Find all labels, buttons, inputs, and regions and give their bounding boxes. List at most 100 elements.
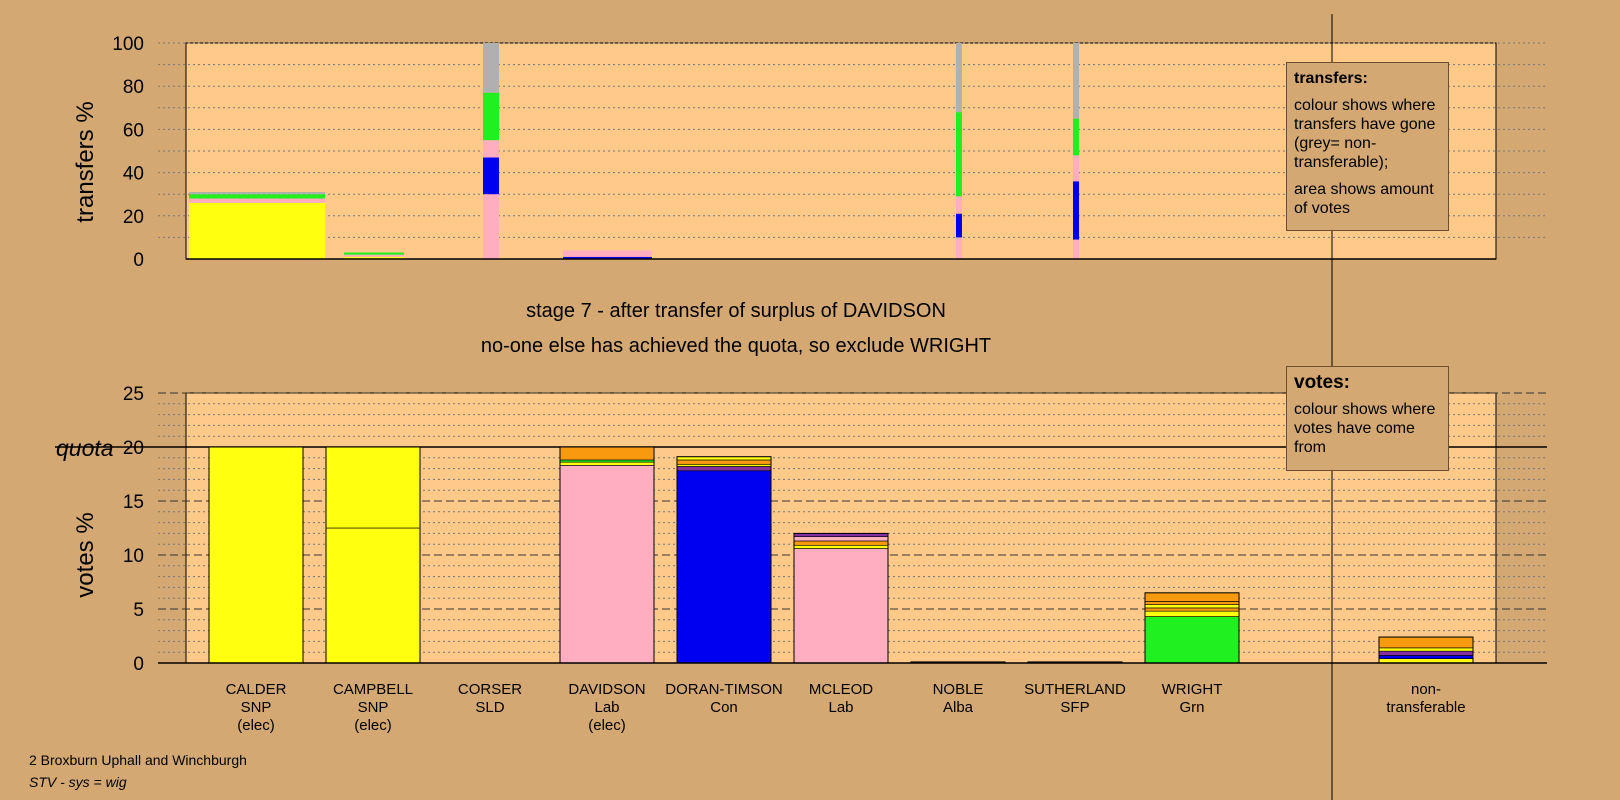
candidate-name: CORSER <box>457 681 523 698</box>
candidate-name: NOBLE <box>932 681 984 698</box>
votes-bar-segment <box>676 459 772 465</box>
transfers-axis-title: transfers % <box>72 101 99 222</box>
votes-bar-segment <box>793 548 889 664</box>
transfers-bar-segment <box>344 254 404 257</box>
stage-title: stage 7 - after transfer of surplus of D… <box>526 300 946 322</box>
votes-bar-segment <box>1378 636 1474 649</box>
votes-bar-segment <box>793 540 889 546</box>
candidate-label: CALDER SNP (elec) <box>186 681 326 735</box>
votes-bar-segment <box>325 527 421 664</box>
candidate-label: MCLEOD Lab <box>771 681 911 717</box>
transfers-tick-label: 40 <box>123 164 144 185</box>
transfers-tick-label: 20 <box>123 207 144 228</box>
votes-bar-segment <box>1378 647 1474 652</box>
votes-bar-segment <box>559 446 655 461</box>
candidate-label: WRIGHT Grn <box>1122 681 1262 717</box>
system-label: STV - sys = wig <box>29 774 127 790</box>
votes-bar-segment <box>208 446 304 664</box>
candidate-party: Lab <box>594 699 620 716</box>
transfers-bar-segment <box>563 256 652 259</box>
transfers-bar-segment <box>344 256 404 259</box>
votes-legend-title: votes: <box>1294 372 1350 393</box>
votes-legend: votes: colour shows where votes have com… <box>1286 366 1449 471</box>
candidate-label: CAMPBELL SNP (elec) <box>303 681 443 735</box>
stage-subtitle: no-one else has achieved the quota, so e… <box>480 335 992 357</box>
votes-bar-segment <box>559 459 655 463</box>
votes-tick-label: 10 <box>123 546 144 567</box>
candidate-label: CORSER SLD <box>420 681 560 717</box>
candidate-name: DAVIDSON <box>568 681 646 698</box>
votes-bar-segment <box>1144 610 1240 617</box>
transfers-bar-segment <box>344 252 404 255</box>
candidate-name: CALDER <box>225 681 287 698</box>
candidate-label: DAVIDSON Lab (elec) <box>537 681 677 735</box>
candidate-label: SUTHERLAND SFP <box>1005 681 1145 717</box>
votes-tick-label: 5 <box>133 600 144 621</box>
candidate-status: (elec) <box>588 717 626 734</box>
votes-bar-segment <box>676 463 772 467</box>
candidate-name: SUTHERLAND <box>1024 681 1126 698</box>
transfers-tick-label: 100 <box>112 34 144 55</box>
votes-bar-segment <box>1144 616 1240 664</box>
transfers-bar-segment <box>189 202 325 259</box>
transfers-bar-segment <box>956 237 962 259</box>
candidate-name: DORAN-TIMSON <box>665 681 783 698</box>
votes-bar-segment <box>793 536 889 542</box>
votes-bar-segment <box>1144 601 1240 605</box>
votes-tick-label: 15 <box>123 492 144 513</box>
votes-bar-segment <box>1144 604 1240 609</box>
transfers-bar-segment <box>189 194 325 199</box>
candidate-label: DORAN-TIMSON Con <box>654 681 794 717</box>
votes-bar-segment <box>325 446 421 529</box>
transfers-bar-segment <box>483 43 499 93</box>
transfers-bar-segment <box>483 140 499 158</box>
votes-bar-segment <box>559 465 655 664</box>
votes-bar-segment <box>1378 650 1474 656</box>
votes-bar-segment <box>1144 607 1240 612</box>
transfers-bar-segment <box>956 196 962 214</box>
candidate-label: NOBLE Alba <box>888 681 1028 717</box>
votes-bar-segment <box>676 470 772 664</box>
candidate-party: SNP <box>357 699 389 716</box>
votes-bar-segment <box>1378 655 1474 659</box>
ward-name: 2 Broxburn Uphall and Winchburgh <box>29 752 247 768</box>
transfers-bar-segment <box>956 213 962 238</box>
candidate-name: CAMPBELL <box>332 681 414 698</box>
candidate-party: Con <box>710 699 738 716</box>
transfers-bar-segment <box>1073 155 1079 182</box>
transfers-bar-segment <box>1073 118 1079 156</box>
candidate-label: non- transferable <box>1356 681 1496 717</box>
transfers-bar-segment <box>189 192 325 195</box>
candidate-party: Lab <box>828 699 854 716</box>
candidate-name: MCLEOD <box>808 681 874 698</box>
votes-bar-segment <box>793 544 889 549</box>
transfers-bar-segment <box>483 194 499 259</box>
candidate-party: SFP <box>1060 699 1090 716</box>
transfers-legend-text-1: colour shows where transfers have gone (… <box>1294 97 1436 171</box>
votes-bar-segment <box>559 461 655 466</box>
votes-legend-text-1: colour shows where votes have come from <box>1294 401 1436 456</box>
transfers-bar-segment <box>483 157 499 195</box>
transfers-bar-segment <box>189 198 325 203</box>
transfers-tick-label: 80 <box>123 77 144 98</box>
candidate-party: transferable <box>1386 699 1466 716</box>
transfers-tick-label: 0 <box>133 250 144 271</box>
votes-bar-segment <box>1144 592 1240 602</box>
candidate-party: Alba <box>942 699 974 716</box>
transfers-bar-segment <box>1073 239 1079 259</box>
votes-tick-label: 25 <box>123 384 144 405</box>
votes-tick-label: 20 <box>123 438 144 459</box>
transfers-tick-label: 60 <box>123 120 144 141</box>
transfers-bar-segment <box>1073 181 1079 240</box>
candidate-party: Grn <box>1179 699 1205 716</box>
transfers-bar-segment <box>956 43 962 113</box>
quota-label: quota <box>56 435 114 461</box>
votes-bar-segment <box>676 466 772 472</box>
candidate-status: (elec) <box>237 717 275 734</box>
candidate-name: WRIGHT <box>1161 681 1223 698</box>
votes-tick-label: 0 <box>133 654 144 675</box>
transfers-legend-text-2: area shows amount of votes <box>1294 181 1434 217</box>
candidate-party: SNP <box>240 699 272 716</box>
transfers-legend-title: transfers: <box>1294 70 1368 87</box>
